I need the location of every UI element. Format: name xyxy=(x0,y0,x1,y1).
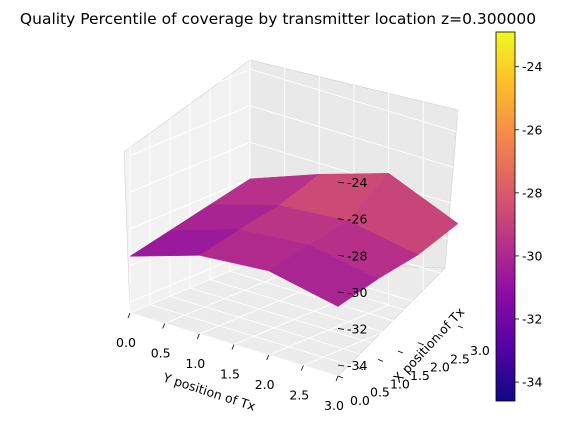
grid-line xyxy=(199,283,320,335)
y-tick-label: 1.0 xyxy=(185,356,205,371)
x-tick-mark xyxy=(337,375,344,379)
z-tick-label: -26 xyxy=(347,212,367,227)
x-tick-label: 2.0 xyxy=(430,360,450,375)
colorbar-tick-label: -32 xyxy=(522,312,542,327)
colorbar-tick-label: -26 xyxy=(522,122,542,137)
z-tick-mark xyxy=(337,181,345,184)
grid-line xyxy=(268,304,389,356)
z-tick-label: -24 xyxy=(347,175,367,190)
grid-line xyxy=(129,262,251,314)
y-tick-mark xyxy=(127,312,131,319)
y-tick-label: 1.5 xyxy=(220,367,240,382)
colorbar-tick-label: -24 xyxy=(522,59,542,74)
y-tick-mark xyxy=(266,354,270,361)
x-tick-label: 1.0 xyxy=(390,376,410,391)
colorbar-ticks: -34 -32 -30 -28 -26 -24 xyxy=(515,59,542,390)
surface xyxy=(129,172,459,307)
grid-line xyxy=(129,68,459,133)
x-tick-mark xyxy=(457,325,464,329)
surface-patch xyxy=(268,244,379,307)
y-tick-mark xyxy=(300,365,304,371)
z-tick-label: -28 xyxy=(347,248,367,263)
x-tick-label: 0.0 xyxy=(350,393,370,408)
y-tick-label: 0.5 xyxy=(151,346,171,361)
z-tick-label: -34 xyxy=(347,358,367,373)
y-tick-label: 2.0 xyxy=(255,377,275,392)
x-tick-mark xyxy=(357,367,364,371)
z-tick-mark xyxy=(337,291,345,294)
x-tick-mark xyxy=(377,358,384,362)
y-tick-label: 3.0 xyxy=(324,398,344,413)
colorbar-tick-label: -30 xyxy=(522,248,542,263)
x-tick-label: 3.0 xyxy=(470,343,490,358)
y-axis-label: Y position of Tx xyxy=(160,369,257,413)
y-tick-label: 0.0 xyxy=(116,335,136,350)
x-tick-label: 1.5 xyxy=(410,368,430,383)
colorbar-gradient xyxy=(495,31,516,402)
z-tick-mark xyxy=(337,254,345,257)
z-tick-label: -32 xyxy=(347,321,367,336)
colorbar-tick-label: -28 xyxy=(522,185,542,200)
tick-labels: 0.00.51.01.52.02.53.0 0.00.51.01.52.02.53… xyxy=(116,175,490,413)
z-tick-mark xyxy=(337,364,345,367)
x-tick-label: 0.5 xyxy=(370,385,390,400)
x-tick-mark xyxy=(417,342,424,346)
y-tick-label: 2.5 xyxy=(289,388,309,403)
z-tick-label: -30 xyxy=(347,285,367,300)
x-tick-mark xyxy=(437,333,444,337)
colorbar xyxy=(495,31,516,402)
z-tick-mark xyxy=(337,328,345,330)
grid-line xyxy=(164,273,285,324)
y-tick-mark xyxy=(335,375,339,382)
z-tick-mark xyxy=(337,218,345,221)
grid-line xyxy=(129,105,459,170)
y-tick-mark xyxy=(162,323,166,329)
x-tick-mark xyxy=(397,350,404,354)
y-tick-mark xyxy=(231,344,235,350)
chart-title: Quality Percentile of coverage by transm… xyxy=(20,10,536,28)
colorbar-tick-label: -34 xyxy=(522,375,542,390)
y-tick-mark xyxy=(196,333,200,340)
x-tick-label: 2.5 xyxy=(450,351,470,366)
grid-line xyxy=(303,315,424,366)
